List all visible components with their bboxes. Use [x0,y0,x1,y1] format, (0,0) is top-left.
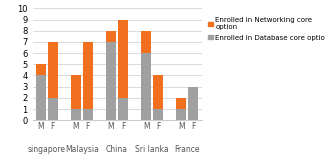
Bar [48,98,58,120]
Bar [106,42,116,120]
Bar [176,109,186,120]
Bar [153,75,163,109]
Bar [83,42,93,109]
Bar [36,64,46,75]
Text: Sri lanka: Sri lanka [135,145,169,154]
Text: China: China [106,145,128,154]
Bar [36,75,46,120]
Bar [141,53,151,120]
Legend: Enrolled in Networking core
option, Enrolled in Database core option: Enrolled in Networking core option, Enro… [208,17,325,41]
Bar [176,98,186,109]
Text: France: France [175,145,200,154]
Bar [48,42,58,98]
Bar [118,98,128,120]
Bar [83,109,93,120]
Bar [118,20,128,98]
Text: Malaysia: Malaysia [65,145,99,154]
Bar [153,109,163,120]
Bar [141,31,151,53]
Bar [71,75,81,109]
Bar [71,109,81,120]
Bar [188,87,198,120]
Bar [106,31,116,42]
Text: singapore: singapore [28,145,66,154]
